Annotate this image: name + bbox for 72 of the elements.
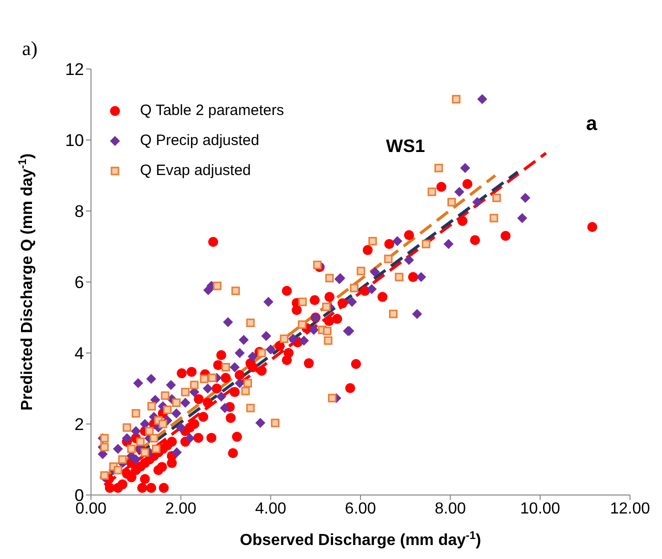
y-tick-label: 10 (65, 131, 84, 150)
point (118, 455, 127, 464)
point (324, 336, 332, 345)
point (328, 394, 336, 402)
annotation: WS1 (386, 136, 426, 157)
y-tick-label: 4 (74, 344, 84, 364)
x-tick-label: 6.00 (344, 500, 376, 518)
point (322, 302, 331, 312)
point (492, 194, 501, 202)
point (394, 272, 404, 282)
y-tick-label: 12 (65, 60, 84, 80)
point (152, 444, 160, 454)
point (100, 471, 109, 480)
point (368, 236, 377, 246)
point (246, 404, 255, 412)
point (298, 298, 307, 306)
point (244, 378, 252, 388)
point (132, 409, 140, 418)
point (163, 406, 172, 414)
point (384, 254, 393, 264)
point (190, 380, 199, 390)
point (200, 374, 208, 384)
legend-label: Q Table 2 parameters (140, 102, 284, 119)
point (280, 334, 288, 344)
point (452, 94, 460, 104)
point (122, 423, 132, 432)
text: a) (22, 38, 38, 61)
point (212, 282, 222, 290)
point (222, 362, 230, 372)
legend-label: Q Evap adjusted (140, 162, 251, 179)
point (447, 198, 456, 206)
point (350, 284, 358, 292)
point (356, 266, 366, 276)
x-tick-label: 10.00 (520, 500, 560, 518)
point (172, 398, 181, 407)
point (208, 374, 217, 382)
point (428, 188, 436, 196)
point (257, 348, 266, 358)
point (434, 164, 443, 172)
x-tick-label: 4.00 (255, 500, 286, 518)
point (136, 438, 145, 446)
point (389, 310, 398, 318)
point (100, 434, 109, 442)
annotation: a (586, 113, 598, 136)
point (231, 286, 240, 296)
x-axis-title: Observed Discharge (mm day$^{-1}$) (240, 530, 482, 549)
x-tick-label: 2.00 (165, 500, 197, 518)
y-tick-label: 2 (74, 415, 84, 434)
legend-label: Q Precip adjusted (140, 132, 260, 149)
point (100, 442, 109, 452)
y-tick-label: 8 (74, 202, 84, 222)
point (127, 444, 136, 454)
point (150, 434, 158, 442)
point (158, 420, 168, 428)
point (160, 391, 170, 400)
point (325, 274, 334, 282)
point (298, 320, 306, 329)
point (147, 402, 156, 410)
point (246, 318, 255, 328)
point (114, 466, 122, 474)
point (145, 426, 154, 436)
y-tick-label: 6 (74, 273, 84, 292)
point (422, 240, 430, 248)
point (323, 326, 332, 336)
point (241, 386, 250, 396)
point (313, 260, 322, 270)
point (140, 448, 150, 457)
point (490, 214, 498, 222)
point (181, 388, 190, 396)
point (270, 418, 280, 428)
x-tick-label: 8.00 (434, 500, 466, 518)
x-tick-label: 12.00 (610, 500, 650, 518)
